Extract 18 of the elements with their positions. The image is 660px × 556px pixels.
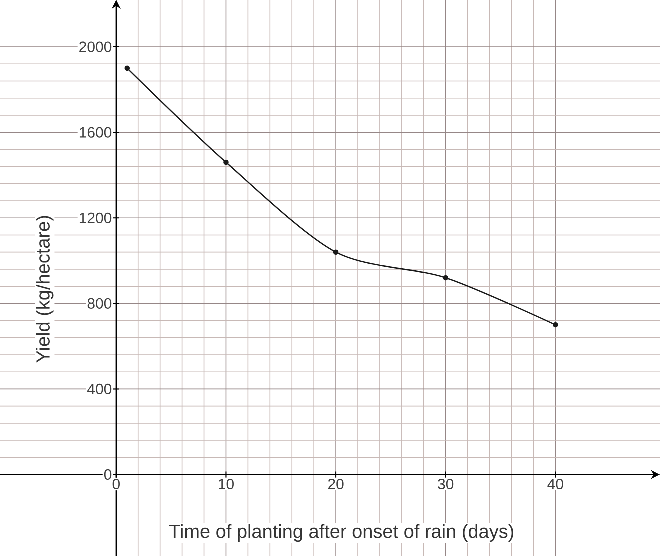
point [443, 275, 449, 281]
x-tick-label: 30 [438, 478, 454, 490]
x-tick-label: 40 [548, 478, 564, 490]
point [224, 160, 229, 166]
y-tick-label: 1600 [80, 127, 112, 138]
y-tick-label: 0 [104, 469, 112, 480]
x-tick-label: 10 [219, 478, 234, 490]
y-tick-label: 1200 [80, 212, 112, 224]
y-tick-label: 800 [88, 298, 112, 309]
x-tick-label: 0 [112, 478, 120, 490]
y-axis-title: Yield (kg/hectare) [36, 216, 54, 363]
point [333, 250, 339, 255]
y-tick-label: 400 [88, 384, 112, 395]
x-axis-title: Time of planting after onset of rain (days) [169, 524, 514, 542]
point [553, 322, 558, 328]
point [124, 66, 130, 72]
x-tick-label: 20 [328, 478, 344, 490]
y-tick-label: 2000 [80, 42, 112, 52]
